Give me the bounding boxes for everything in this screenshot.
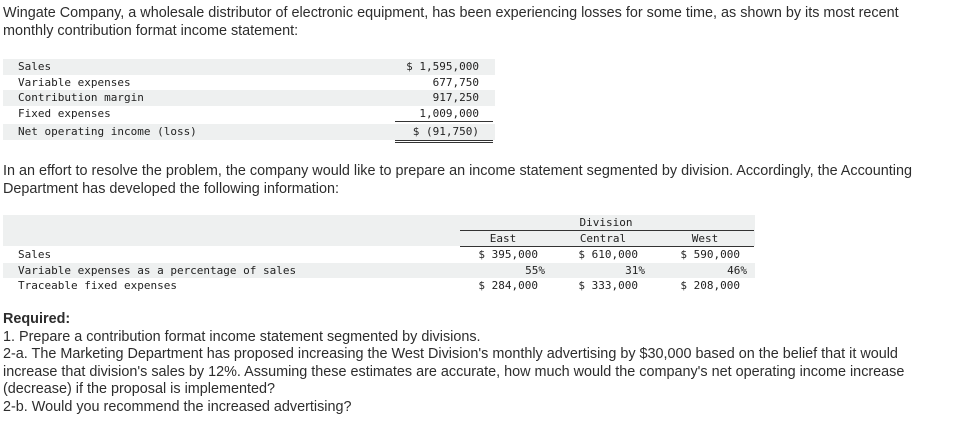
table-row: Net operating income (loss) $ (91,750) — [3, 124, 495, 143]
row-label-fixed-expenses: Fixed expenses — [18, 106, 111, 120]
table-row: Variable expenses 677,750 — [3, 75, 495, 91]
cell-west-sales: $ 590,000 — [680, 248, 740, 261]
cell-central-sales: $ 610,000 — [578, 248, 638, 261]
double-underline — [395, 140, 493, 143]
intro-paragraph: Wingate Company, a wholesale distributor… — [3, 5, 899, 39]
required-section: Required: 1. Prepare a contribution form… — [3, 311, 948, 416]
row-value-net-operating-income: $ (91,750) — [412, 125, 479, 138]
header-underline — [460, 230, 754, 231]
cell-central-pct: 31% — [625, 263, 645, 277]
column-header-central: Central — [579, 232, 627, 245]
row-value-variable-expenses: 677,750 — [432, 75, 479, 89]
row-label-net-operating-income: Net operating income (loss) — [18, 125, 197, 138]
column-header-east: East — [489, 232, 517, 245]
table-row: Fixed expenses 1,009,000 — [3, 106, 495, 122]
cell-east-pct: 55% — [525, 263, 545, 277]
header-row: Division East Central West — [3, 215, 755, 247]
cell-east-sales: $ 395,000 — [478, 248, 538, 261]
row-label-contribution-margin: Contribution margin — [18, 91, 144, 104]
row-value-contribution-margin: 917,250 — [432, 91, 479, 104]
cell-east-fixed: $ 284,000 — [478, 279, 538, 292]
row-label-sales: Sales — [18, 248, 52, 261]
row-label-variable-expenses: Variable expenses — [18, 75, 131, 89]
required-item-2a: 2-a. The Marketing Department has propos… — [3, 346, 905, 397]
division-table: Division East Central West Sales $ 395,0… — [3, 215, 755, 297]
table-row: Variable expenses as a percentage of sal… — [3, 262, 755, 278]
row-label-traceable-fixed: Traceable fixed expenses — [18, 279, 177, 292]
division-group-header: Division — [579, 216, 633, 229]
underline — [395, 120, 493, 122]
cell-west-pct: 46% — [727, 263, 747, 277]
table-row: Contribution margin 917,250 — [3, 90, 495, 106]
column-header-underline — [460, 246, 754, 247]
cell-west-fixed: $ 208,000 — [680, 279, 740, 292]
row-label-variable-expense-pct: Variable expenses as a percentage of sal… — [18, 263, 297, 277]
income-statement-table: Sales $ 1,595,000 Variable expenses 677,… — [3, 59, 495, 143]
required-item-2b: 2-b. Would you recommend the increased a… — [3, 398, 352, 415]
required-item-1: 1. Prepare a contribution format income … — [3, 328, 481, 345]
row-label-sales: Sales — [18, 60, 52, 73]
column-header-west: West — [691, 232, 719, 245]
required-heading: Required: — [3, 311, 71, 327]
cell-central-fixed: $ 333,000 — [578, 279, 638, 292]
row-value-fixed-expenses: 1,009,000 — [419, 106, 479, 120]
table-row: Sales $ 395,000 $ 610,000 $ 590,000 — [3, 247, 755, 263]
effort-paragraph: In an effort to resolve the problem, the… — [3, 163, 912, 197]
table-row: Sales $ 1,595,000 — [3, 59, 495, 75]
table-row: Traceable fixed expenses $ 284,000 $ 333… — [3, 278, 755, 294]
row-value-sales: $ 1,595,000 — [406, 60, 479, 73]
